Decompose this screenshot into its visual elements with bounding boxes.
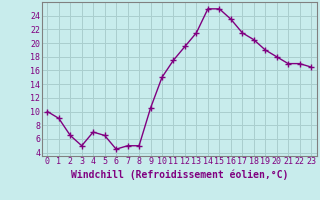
X-axis label: Windchill (Refroidissement éolien,°C): Windchill (Refroidissement éolien,°C) <box>70 169 288 180</box>
